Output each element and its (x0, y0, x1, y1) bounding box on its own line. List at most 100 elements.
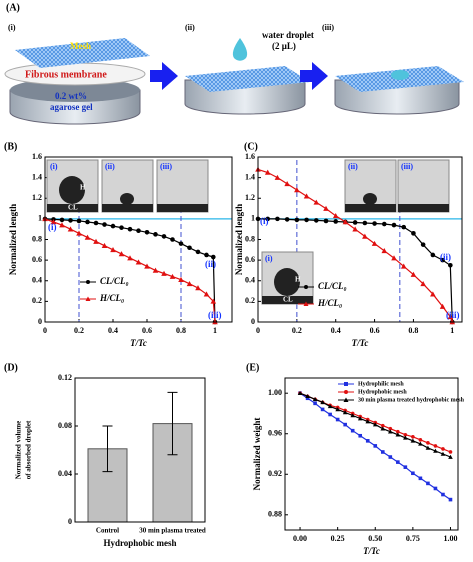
marker (441, 492, 445, 497)
x-tick-label: 0.8 (176, 326, 186, 335)
y-axis-label: Normalized length (8, 204, 18, 275)
x-tick-label: 0.25 (331, 534, 345, 543)
arrow (300, 62, 328, 90)
membrane-label: Fibrous membrane (25, 69, 107, 80)
marker (304, 217, 309, 223)
marker (344, 382, 348, 386)
y-tick-label: 0 (38, 317, 42, 326)
y-tick-label: 0.04 (58, 469, 72, 478)
y-tick-label: 0.6 (32, 255, 42, 264)
marker (284, 181, 290, 187)
annotation: (i) (48, 222, 57, 232)
marker (327, 404, 333, 409)
inset-label: (iii) (160, 162, 172, 171)
marker (303, 193, 310, 199)
marker (342, 410, 348, 415)
y-tick-label: 0.92 (268, 469, 282, 478)
x-axis-label: Hydrophobic mesh (103, 538, 176, 548)
marker (195, 249, 201, 255)
marker (152, 267, 159, 273)
annotation: (iii) (446, 310, 460, 320)
marker (332, 212, 339, 219)
marker (320, 407, 325, 412)
marker (204, 252, 209, 258)
gel-label: 0.2 wt% (55, 91, 87, 101)
marker (343, 397, 349, 402)
marker (68, 218, 73, 223)
x-axis-label: T/Tc (130, 338, 147, 348)
y-tick-label: 1.6 (245, 152, 255, 161)
droplet-label: water droplet (262, 30, 314, 40)
marker (303, 301, 309, 306)
y-axis-label: Normalized length (234, 204, 244, 275)
marker (178, 241, 184, 246)
marker (362, 233, 368, 239)
y-tick-label: 1 (251, 214, 255, 223)
y-tick-label: 1.2 (32, 193, 42, 202)
step-label: (i) (8, 23, 16, 32)
legend-label: 30 min plasma treated hydrophobic mesh (358, 397, 465, 403)
marker (352, 220, 358, 225)
marker (313, 218, 319, 223)
marker (59, 217, 65, 223)
annotation: (iii) (208, 310, 222, 320)
inset-label: (iii) (401, 162, 413, 171)
marker (401, 224, 407, 230)
inset-label: H (295, 276, 301, 284)
droplet-label: (2 μL) (272, 41, 296, 51)
marker (350, 428, 355, 433)
x-tick-label: 0.8 (408, 326, 418, 335)
marker (448, 262, 453, 268)
annotation: (ii) (440, 252, 451, 262)
marker (265, 216, 271, 222)
y-tick-label: 0.6 (245, 255, 255, 264)
legend-label: H/CL₀ (99, 293, 124, 303)
y-tick-label: 0 (251, 317, 255, 326)
legend-label: CL/CL₀ (100, 276, 129, 286)
marker (396, 460, 400, 464)
marker (433, 448, 438, 453)
plot-frame (257, 156, 463, 323)
marker (391, 222, 397, 228)
marker (102, 222, 107, 227)
marker (323, 205, 329, 211)
error-bar (167, 391, 178, 456)
marker (161, 270, 167, 276)
marker (342, 219, 349, 225)
panel-label: (C) (244, 141, 258, 152)
x-tick-label: 1.00 (443, 534, 457, 543)
inset-surface (398, 204, 449, 212)
marker (313, 401, 317, 406)
panel-label: (E) (246, 362, 259, 373)
y-tick-label: 0.8 (32, 234, 42, 243)
y-tick-label: 0.96 (268, 429, 282, 438)
marker (400, 263, 407, 269)
x-tick-label: 0.6 (370, 326, 380, 335)
marker (84, 234, 91, 240)
series-line (44, 218, 216, 323)
marker (403, 432, 408, 437)
marker (418, 476, 423, 481)
x-tick-label: 1 (450, 326, 454, 335)
inset-surface (262, 296, 313, 304)
inset-droplet (120, 193, 134, 205)
mesh (15, 38, 150, 68)
y-tick-label: 1.2 (245, 193, 255, 202)
marker (410, 271, 417, 277)
y-tick-label: 0.88 (268, 510, 282, 519)
marker (323, 218, 329, 224)
marker (358, 433, 363, 438)
marker (86, 280, 90, 284)
panel-label: (D) (4, 362, 18, 373)
marker (433, 444, 438, 448)
marker (344, 390, 348, 394)
marker (85, 219, 90, 225)
marker (67, 226, 74, 232)
plot-frame (284, 377, 459, 531)
y-axis-label: Normalized volume (15, 421, 23, 480)
marker (448, 450, 453, 454)
y-tick-label: 0.8 (245, 234, 255, 243)
marker (380, 423, 385, 428)
marker (59, 222, 65, 228)
marker (411, 231, 416, 236)
